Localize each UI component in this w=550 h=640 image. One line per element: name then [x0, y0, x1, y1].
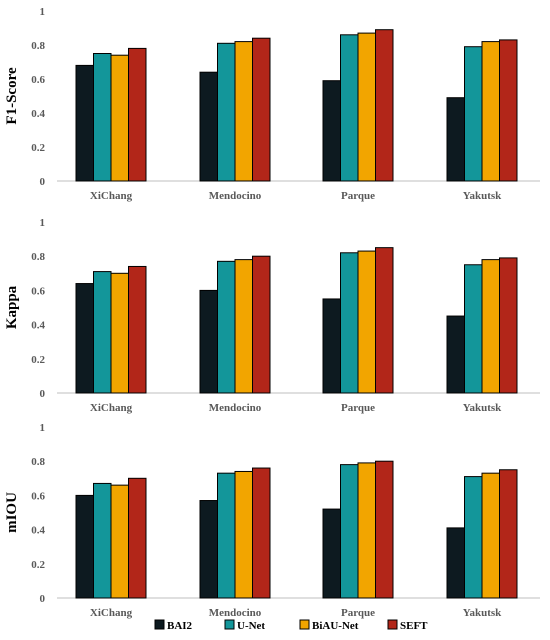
- x-tick-label: Mendocino: [209, 402, 262, 414]
- bar-seft-yakutsk: [499, 469, 518, 599]
- y-tick-label: 0.6: [31, 74, 45, 86]
- x-tick-label: Parque: [341, 402, 375, 414]
- bar-bai2-mendocino: [199, 500, 218, 599]
- bar-bai2-yakutsk: [446, 97, 465, 182]
- bar-biau-net-parque: [357, 250, 376, 394]
- y-tick-label: 1: [40, 6, 46, 18]
- y-tick-label: 0.8: [31, 251, 45, 263]
- bar-biau-net-mendocino: [234, 259, 253, 394]
- legend-item: SEFT: [387, 619, 428, 632]
- y-tick-label: 0: [40, 388, 46, 400]
- x-tick-label: Yakutsk: [463, 402, 502, 414]
- bar-bai2-xichang: [75, 64, 94, 182]
- bar-u-net-parque: [340, 252, 359, 394]
- bar-u-net-parque: [340, 464, 359, 599]
- bar-bai2-parque: [322, 508, 341, 599]
- bar-bai2-xichang: [75, 283, 94, 394]
- legend-swatch: [387, 619, 398, 630]
- bar-biau-net-mendocino: [234, 470, 253, 599]
- bar-bai2-yakutsk: [446, 315, 465, 394]
- bar-biau-net-parque: [357, 32, 376, 182]
- x-tick-label: XiChang: [90, 607, 133, 619]
- bar-u-net-mendocino: [217, 260, 236, 394]
- bar-seft-yakutsk: [499, 257, 518, 394]
- chart-panel-1: Kappa 0 0.2 0.4 0.6 0.8 1 XiChang Mendocino Parqu…: [4, 217, 540, 414]
- x-tick-label: XiChang: [90, 402, 133, 414]
- x-tick-label: Parque: [341, 607, 375, 619]
- y-tick-label: 0.4: [31, 525, 45, 537]
- bar-seft-mendocino: [252, 467, 271, 599]
- legend-label: BiAU-Net: [312, 620, 359, 632]
- y-tick-label: 0.2: [31, 559, 45, 571]
- bar-u-net-xichang: [93, 482, 112, 599]
- y-tick-label: 0.6: [31, 490, 45, 502]
- chart-panels: F1-Score 0 0.2 0.4 0.6 0.8 1 XiChang Mendocino Pa…: [4, 6, 540, 619]
- bar-seft-parque: [375, 460, 394, 599]
- bar-biau-net-xichang: [110, 484, 129, 599]
- bar-biau-net-xichang: [110, 54, 129, 182]
- x-tick-label: Parque: [341, 190, 375, 202]
- legend-label: BAI2: [167, 620, 193, 632]
- bar-u-net-parque: [340, 34, 359, 182]
- bar-seft-parque: [375, 247, 394, 394]
- bar-seft-mendocino: [252, 37, 271, 182]
- y-axis-label: F1-Score: [4, 67, 20, 125]
- bar-biau-net-parque: [357, 462, 376, 599]
- bar-biau-net-yakutsk: [481, 472, 500, 599]
- y-axis-label: mIOU: [4, 492, 20, 533]
- y-axis-label: Kappa: [4, 285, 20, 329]
- chart-legend: BAI2 U-Net BiAU-Net SEFT: [154, 619, 428, 632]
- y-tick-label: 0.8: [31, 456, 45, 468]
- chart-panel-0: F1-Score 0 0.2 0.4 0.6 0.8 1 XiChang Mendocino Pa…: [4, 6, 540, 202]
- bar-biau-net-yakutsk: [481, 41, 500, 182]
- y-tick-label: 0.2: [31, 142, 45, 154]
- y-tick-label: 0.2: [31, 354, 45, 366]
- bar-bai2-parque: [322, 80, 341, 182]
- bar-seft-xichang: [128, 477, 147, 599]
- x-tick-label: Mendocino: [209, 607, 262, 619]
- y-tick-label: 1: [40, 422, 46, 434]
- bar-u-net-yakutsk: [464, 46, 483, 182]
- x-tick-label: XiChang: [90, 190, 133, 202]
- y-tick-label: 0.6: [31, 285, 45, 297]
- y-tick-label: 0.4: [31, 108, 45, 120]
- bar-biau-net-xichang: [110, 272, 129, 394]
- bar-u-net-yakutsk: [464, 264, 483, 394]
- x-tick-label: Mendocino: [209, 190, 262, 202]
- bar-u-net-xichang: [93, 271, 112, 394]
- legend-swatch: [154, 619, 165, 630]
- bar-u-net-xichang: [93, 53, 112, 182]
- y-tick-label: 0: [40, 176, 46, 188]
- y-tick-label: 0.4: [31, 320, 45, 332]
- bar-u-net-mendocino: [217, 472, 236, 599]
- x-tick-label: Yakutsk: [463, 190, 502, 202]
- bar-seft-mendocino: [252, 255, 271, 394]
- bar-bai2-parque: [322, 298, 341, 394]
- legend-label: U-Net: [237, 620, 265, 632]
- legend-item: U-Net: [224, 619, 265, 632]
- y-tick-label: 0: [40, 593, 46, 605]
- bar-u-net-yakutsk: [464, 476, 483, 599]
- legend-label: SEFT: [400, 620, 428, 632]
- bar-seft-yakutsk: [499, 39, 518, 182]
- bar-biau-net-yakutsk: [481, 259, 500, 394]
- legend-item: BiAU-Net: [299, 619, 359, 632]
- bar-u-net-mendocino: [217, 42, 236, 182]
- bar-bai2-xichang: [75, 494, 94, 599]
- bar-bai2-mendocino: [199, 71, 218, 182]
- legend-swatch: [224, 619, 235, 630]
- x-tick-label: Yakutsk: [463, 607, 502, 619]
- bar-seft-xichang: [128, 265, 147, 394]
- bar-bai2-yakutsk: [446, 527, 465, 599]
- chart-panel-2: mIOU 0 0.2 0.4 0.6 0.8 1 XiChang Mendocino Parque…: [4, 422, 540, 619]
- bar-seft-xichang: [128, 47, 147, 182]
- bar-biau-net-mendocino: [234, 41, 253, 182]
- y-tick-label: 1: [40, 217, 46, 229]
- bar-seft-parque: [375, 29, 394, 182]
- y-tick-label: 0.8: [31, 40, 45, 52]
- legend-item: BAI2: [154, 619, 193, 632]
- legend-swatch: [299, 619, 310, 630]
- bar-bai2-mendocino: [199, 289, 218, 394]
